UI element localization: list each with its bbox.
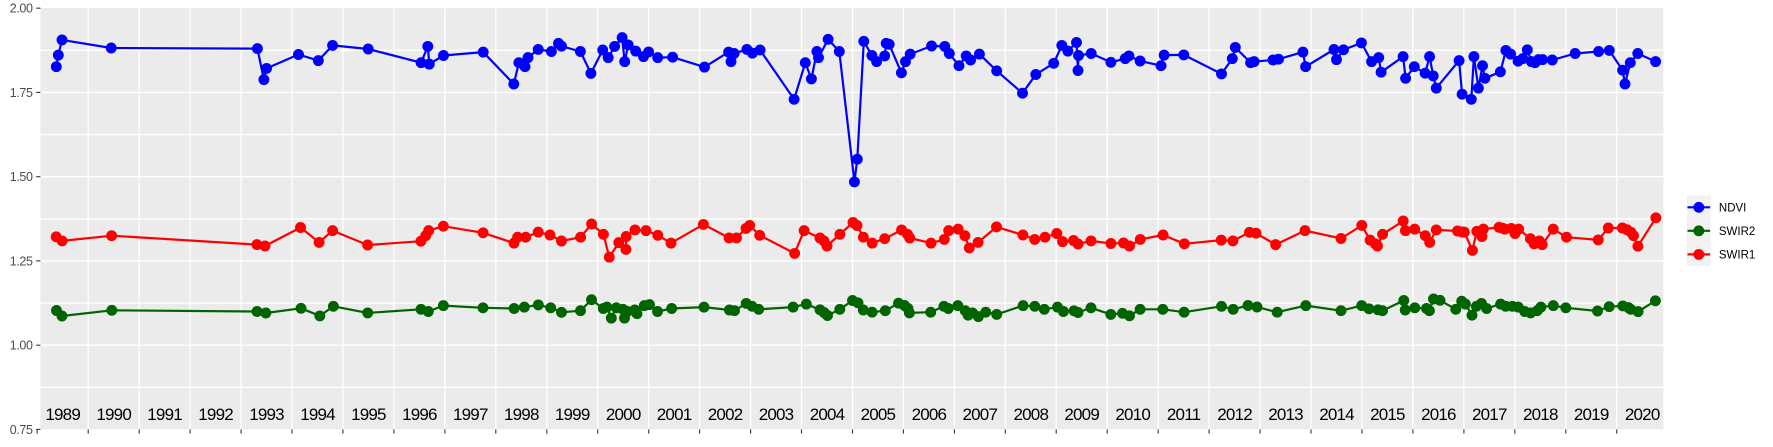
svg-text:2012: 2012 [1217, 405, 1252, 424]
svg-text:2009: 2009 [1064, 405, 1099, 424]
svg-text:1.25: 1.25 [10, 254, 33, 268]
svg-text:1989: 1989 [45, 405, 80, 424]
svg-text:2018: 2018 [1523, 405, 1558, 424]
svg-text:SWIR1: SWIR1 [1719, 250, 1755, 262]
svg-text:1995: 1995 [351, 405, 386, 424]
svg-text:NDVI: NDVI [1719, 202, 1746, 214]
svg-text:1990: 1990 [96, 405, 131, 424]
svg-text:2016: 2016 [1421, 405, 1456, 424]
svg-text:2014: 2014 [1319, 405, 1354, 424]
svg-text:2008: 2008 [1013, 405, 1048, 424]
svg-text:2019: 2019 [1574, 405, 1609, 424]
svg-text:2013: 2013 [1268, 405, 1303, 424]
svg-text:2020: 2020 [1625, 405, 1660, 424]
svg-text:1991: 1991 [147, 405, 182, 424]
svg-text:2003: 2003 [759, 405, 794, 424]
svg-text:1994: 1994 [300, 405, 335, 424]
svg-text:2006: 2006 [912, 405, 947, 424]
svg-text:2005: 2005 [861, 405, 896, 424]
svg-text:1996: 1996 [402, 405, 437, 424]
svg-text:2000: 2000 [606, 405, 641, 424]
svg-text:2011: 2011 [1167, 405, 1201, 424]
svg-text:1993: 1993 [249, 405, 284, 424]
svg-text:0.75: 0.75 [10, 423, 33, 437]
svg-text:1.00: 1.00 [10, 339, 33, 353]
svg-text:1998: 1998 [504, 405, 539, 424]
svg-text:2007: 2007 [962, 405, 997, 424]
svg-text:2015: 2015 [1370, 405, 1405, 424]
svg-text:2004: 2004 [810, 405, 845, 424]
svg-text:2010: 2010 [1115, 405, 1150, 424]
svg-text:1992: 1992 [198, 405, 233, 424]
svg-text:SWIR2: SWIR2 [1719, 226, 1755, 238]
svg-text:1.75: 1.75 [10, 86, 33, 100]
svg-text:2001: 2001 [657, 405, 692, 424]
svg-text:2017: 2017 [1472, 405, 1507, 424]
svg-text:2002: 2002 [708, 405, 743, 424]
svg-text:1999: 1999 [555, 405, 590, 424]
svg-text:2.00: 2.00 [10, 2, 33, 16]
svg-text:1997: 1997 [453, 405, 488, 424]
svg-text:1.50: 1.50 [10, 170, 33, 184]
